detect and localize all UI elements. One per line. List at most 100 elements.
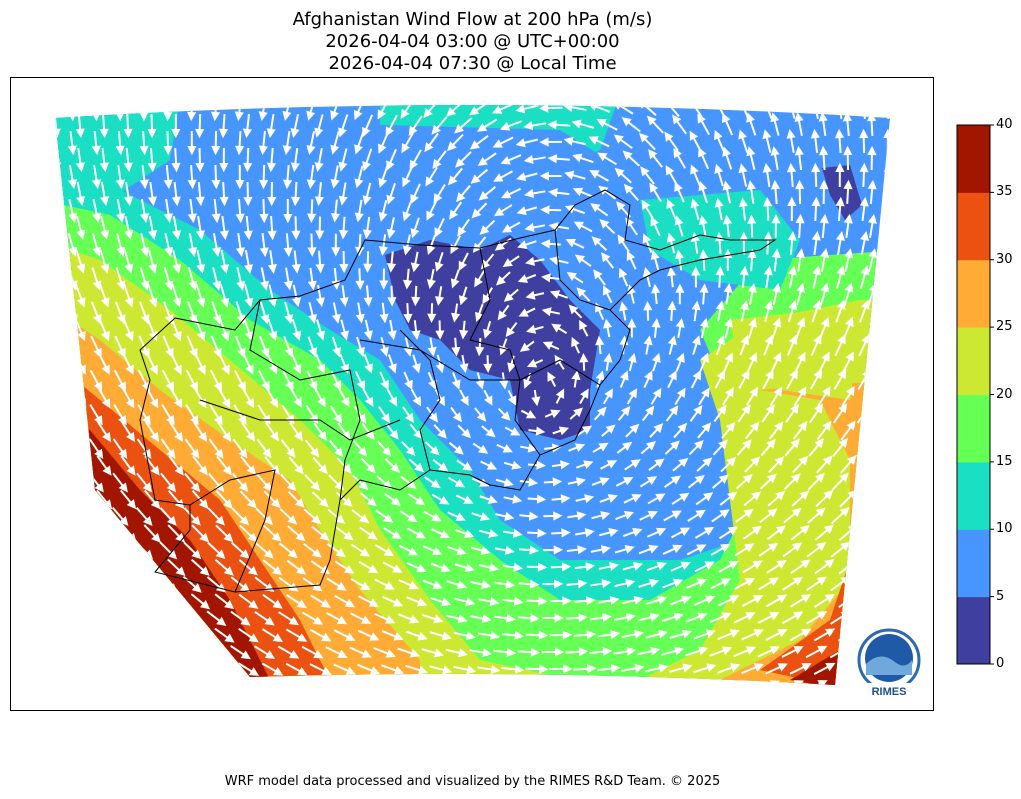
wind-arrow <box>781 611 804 625</box>
wind-arrow <box>662 578 684 589</box>
rimes-logo: RIMES <box>857 628 921 698</box>
wind-arrow <box>567 511 587 521</box>
wind-arrow <box>647 527 667 538</box>
wind-arrow <box>45 233 52 254</box>
wind-arrow <box>387 354 397 374</box>
wind-arrow <box>195 147 205 173</box>
wind-arrow <box>747 214 757 238</box>
wind-arrow <box>639 476 658 488</box>
wind-arrow <box>815 455 833 474</box>
wind-arrow <box>810 334 822 357</box>
wind-arrow <box>97 421 111 443</box>
wind-arrow <box>286 559 307 575</box>
wind-arrow <box>243 249 254 275</box>
wind-arrow <box>182 679 203 685</box>
wind-arrow <box>693 629 716 640</box>
wind-arrow <box>661 646 685 656</box>
wind-arrow <box>238 628 259 643</box>
colorbar-tick-label: 30 <box>996 251 1013 267</box>
wind-arrow <box>219 284 230 308</box>
wind-arrow <box>286 594 307 609</box>
wind-arrow <box>675 317 685 339</box>
wind-arrow <box>643 335 653 355</box>
wind-arrow <box>280 473 297 492</box>
wind-arrow <box>862 558 883 575</box>
wind-arrow <box>579 319 589 337</box>
wind-arrow <box>55 592 66 611</box>
wind-arrow <box>378 405 391 424</box>
wind-arrow <box>760 438 776 457</box>
wind-arrow <box>215 524 234 543</box>
wind-arrow <box>715 266 725 288</box>
wind-arrow <box>478 596 500 607</box>
wind-arrow <box>626 250 637 270</box>
wind-arrow <box>589 613 612 623</box>
colorbar-tick-label: 25 <box>996 319 1013 335</box>
wind-arrow <box>503 528 523 538</box>
wind-arrow <box>451 337 461 357</box>
wind-arrow <box>120 455 136 476</box>
wind-arrow <box>288 456 304 475</box>
wind-arrow <box>445 614 468 624</box>
wind-arrow <box>792 455 809 474</box>
wind-arrow <box>265 421 279 442</box>
wind-arrow <box>242 352 254 375</box>
wind-arrow <box>544 409 561 419</box>
wind-arrow <box>456 459 473 471</box>
wind-arrow <box>759 508 778 524</box>
wind-arrow <box>44 302 53 322</box>
wind-arrow <box>291 318 302 341</box>
wind-arrow <box>525 290 545 300</box>
wind-arrow <box>518 307 536 317</box>
wind-arrow <box>483 320 492 339</box>
wind-arrow <box>241 387 255 409</box>
wind-arrow <box>195 181 205 207</box>
wind-arrow <box>110 678 131 685</box>
wind-arrow <box>892 285 900 306</box>
wind-arrow <box>55 678 59 685</box>
wind-arrow <box>576 287 591 302</box>
wind-arrow <box>863 454 881 475</box>
wind-arrow <box>187 105 197 122</box>
wind-arrow <box>832 403 848 424</box>
wind-arrow <box>459 354 469 374</box>
wind-arrow <box>55 216 62 240</box>
wind-arrow <box>454 597 476 607</box>
wind-arrow <box>422 579 443 590</box>
wind-arrow <box>429 665 453 675</box>
wind-arrow <box>259 232 269 258</box>
wind-arrow <box>834 334 846 357</box>
wind-arrow <box>469 648 493 658</box>
wind-arrow <box>232 438 248 459</box>
wind-arrow <box>787 299 798 323</box>
wind-arrow <box>134 678 155 685</box>
band-0-5 <box>822 165 862 220</box>
wind-arrow <box>55 421 63 443</box>
wind-arrow <box>769 386 783 406</box>
wind-arrow <box>646 561 667 572</box>
wind-arrow <box>325 680 348 685</box>
wind-arrow <box>67 105 77 122</box>
wind-arrow <box>207 507 225 526</box>
border-line <box>469 247 541 456</box>
wind-arrow <box>398 544 419 556</box>
wind-arrow <box>260 267 270 291</box>
wind-arrow <box>433 184 446 204</box>
wind-arrow <box>526 596 548 606</box>
wind-arrow <box>601 252 615 269</box>
wind-arrow <box>598 562 620 572</box>
wind-arrow <box>435 320 445 340</box>
wind-arrow <box>571 336 580 354</box>
wind-arrow <box>494 613 516 623</box>
wind-arrow <box>409 423 423 440</box>
wind-arrow <box>470 580 492 590</box>
wind-arrow <box>382 595 404 607</box>
wind-arrow <box>493 204 513 217</box>
wind-arrow <box>333 629 356 641</box>
wind-arrow <box>795 213 805 238</box>
wind-arrow <box>859 162 869 188</box>
wind-arrow <box>171 215 182 241</box>
wind-arrow <box>338 148 348 172</box>
wind-arrow <box>551 528 571 538</box>
wind-arrow <box>186 335 198 359</box>
